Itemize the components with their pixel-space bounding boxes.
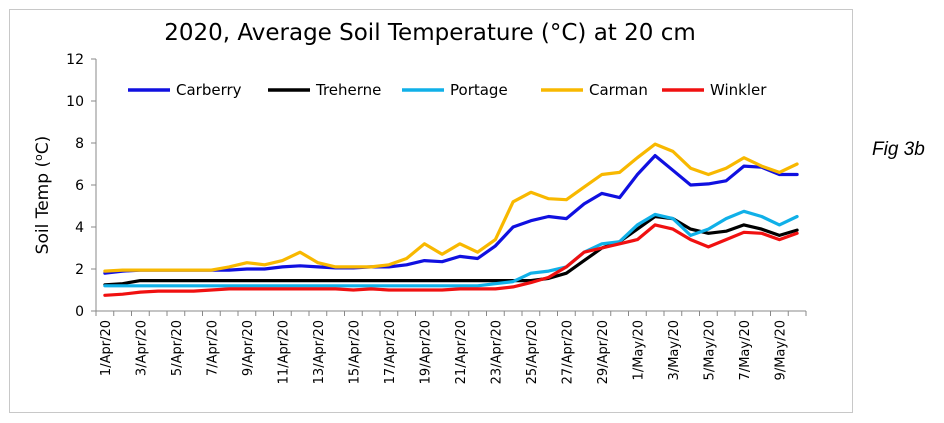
x-tick-label: 7/Apr/20 — [205, 320, 220, 376]
x-tick-label: 1/Apr/20 — [99, 320, 114, 376]
legend-item-treherne: Treherne — [268, 81, 381, 99]
legend-item-portage: Portage — [402, 81, 508, 99]
chart-title: 2020, Average Soil Temperature (°C) at 2… — [164, 20, 696, 46]
figure-label: Fig 3b — [872, 139, 925, 160]
x-tick-label: 9/Apr/20 — [241, 320, 256, 376]
y-axis-label-sup: o — [32, 154, 45, 161]
x-tick-label: 3/Apr/20 — [134, 320, 149, 376]
y-tick-label: 10 — [66, 94, 84, 110]
y-tick-label: 8 — [75, 136, 84, 152]
series-line-portage — [103, 209, 799, 288]
legend-item-winkler: Winkler — [662, 81, 767, 99]
x-tick-label: 1/May/20 — [631, 320, 646, 380]
x-tick-label: 27/Apr/20 — [560, 320, 575, 384]
x-tick-label: 25/Apr/20 — [525, 320, 540, 384]
legend-label: Winkler — [710, 81, 767, 99]
y-axis-label: Soil Temp (oC) — [32, 136, 53, 255]
x-tick-label: 15/Apr/20 — [347, 320, 362, 384]
series-line-treherne — [103, 214, 799, 287]
y-tick-label: 2 — [75, 262, 84, 278]
series-lines — [103, 142, 799, 297]
y-axis-label-suffix: C) — [33, 136, 53, 155]
x-tick-label: 13/Apr/20 — [312, 320, 327, 384]
x-tick-label: 11/Apr/20 — [276, 320, 291, 384]
x-tick-label: 5/May/20 — [702, 320, 717, 380]
y-tick-label: 12 — [66, 52, 84, 68]
x-tick-label: 3/May/20 — [667, 320, 682, 380]
legend-label: Portage — [450, 81, 508, 99]
legend-label: Carman — [589, 81, 648, 99]
x-tick-label: 19/Apr/20 — [418, 320, 433, 384]
legend-label: Treherne — [315, 81, 381, 99]
x-tick-label: 29/Apr/20 — [596, 320, 611, 384]
x-tick-label: 17/Apr/20 — [383, 320, 398, 384]
line-chart: 2020, Average Soil Temperature (°C) at 2… — [32, 20, 807, 384]
series-line-winkler — [103, 223, 799, 297]
y-axis: 0 2 4 6 8 10 12 — [66, 52, 97, 320]
series-line-carman — [103, 142, 799, 273]
x-tick-label: 7/May/20 — [738, 320, 753, 380]
y-tick-label: 0 — [75, 304, 84, 320]
x-tick-label: 9/May/20 — [773, 320, 788, 380]
chart-frame: 2020, Average Soil Temperature (°C) at 2… — [9, 9, 853, 413]
x-tick-label: 21/Apr/20 — [454, 320, 469, 384]
series-line-carberry — [103, 154, 799, 275]
y-tick-label: 6 — [75, 178, 84, 194]
legend: Carberry Treherne Portage Carman Winkler — [128, 81, 767, 99]
x-tick-label: 23/Apr/20 — [489, 320, 504, 384]
legend-label: Carberry — [176, 81, 242, 99]
legend-item-carberry: Carberry — [128, 81, 242, 99]
x-tick-label: 5/Apr/20 — [170, 320, 185, 376]
y-tick-label: 4 — [75, 220, 84, 236]
x-axis: 1/Apr/20 3/Apr/20 5/Apr/20 7/Apr/20 9/Apr/20… — [95, 310, 807, 384]
y-axis-label-prefix: Soil Temp ( — [33, 161, 53, 254]
legend-item-carman: Carman — [541, 81, 648, 99]
